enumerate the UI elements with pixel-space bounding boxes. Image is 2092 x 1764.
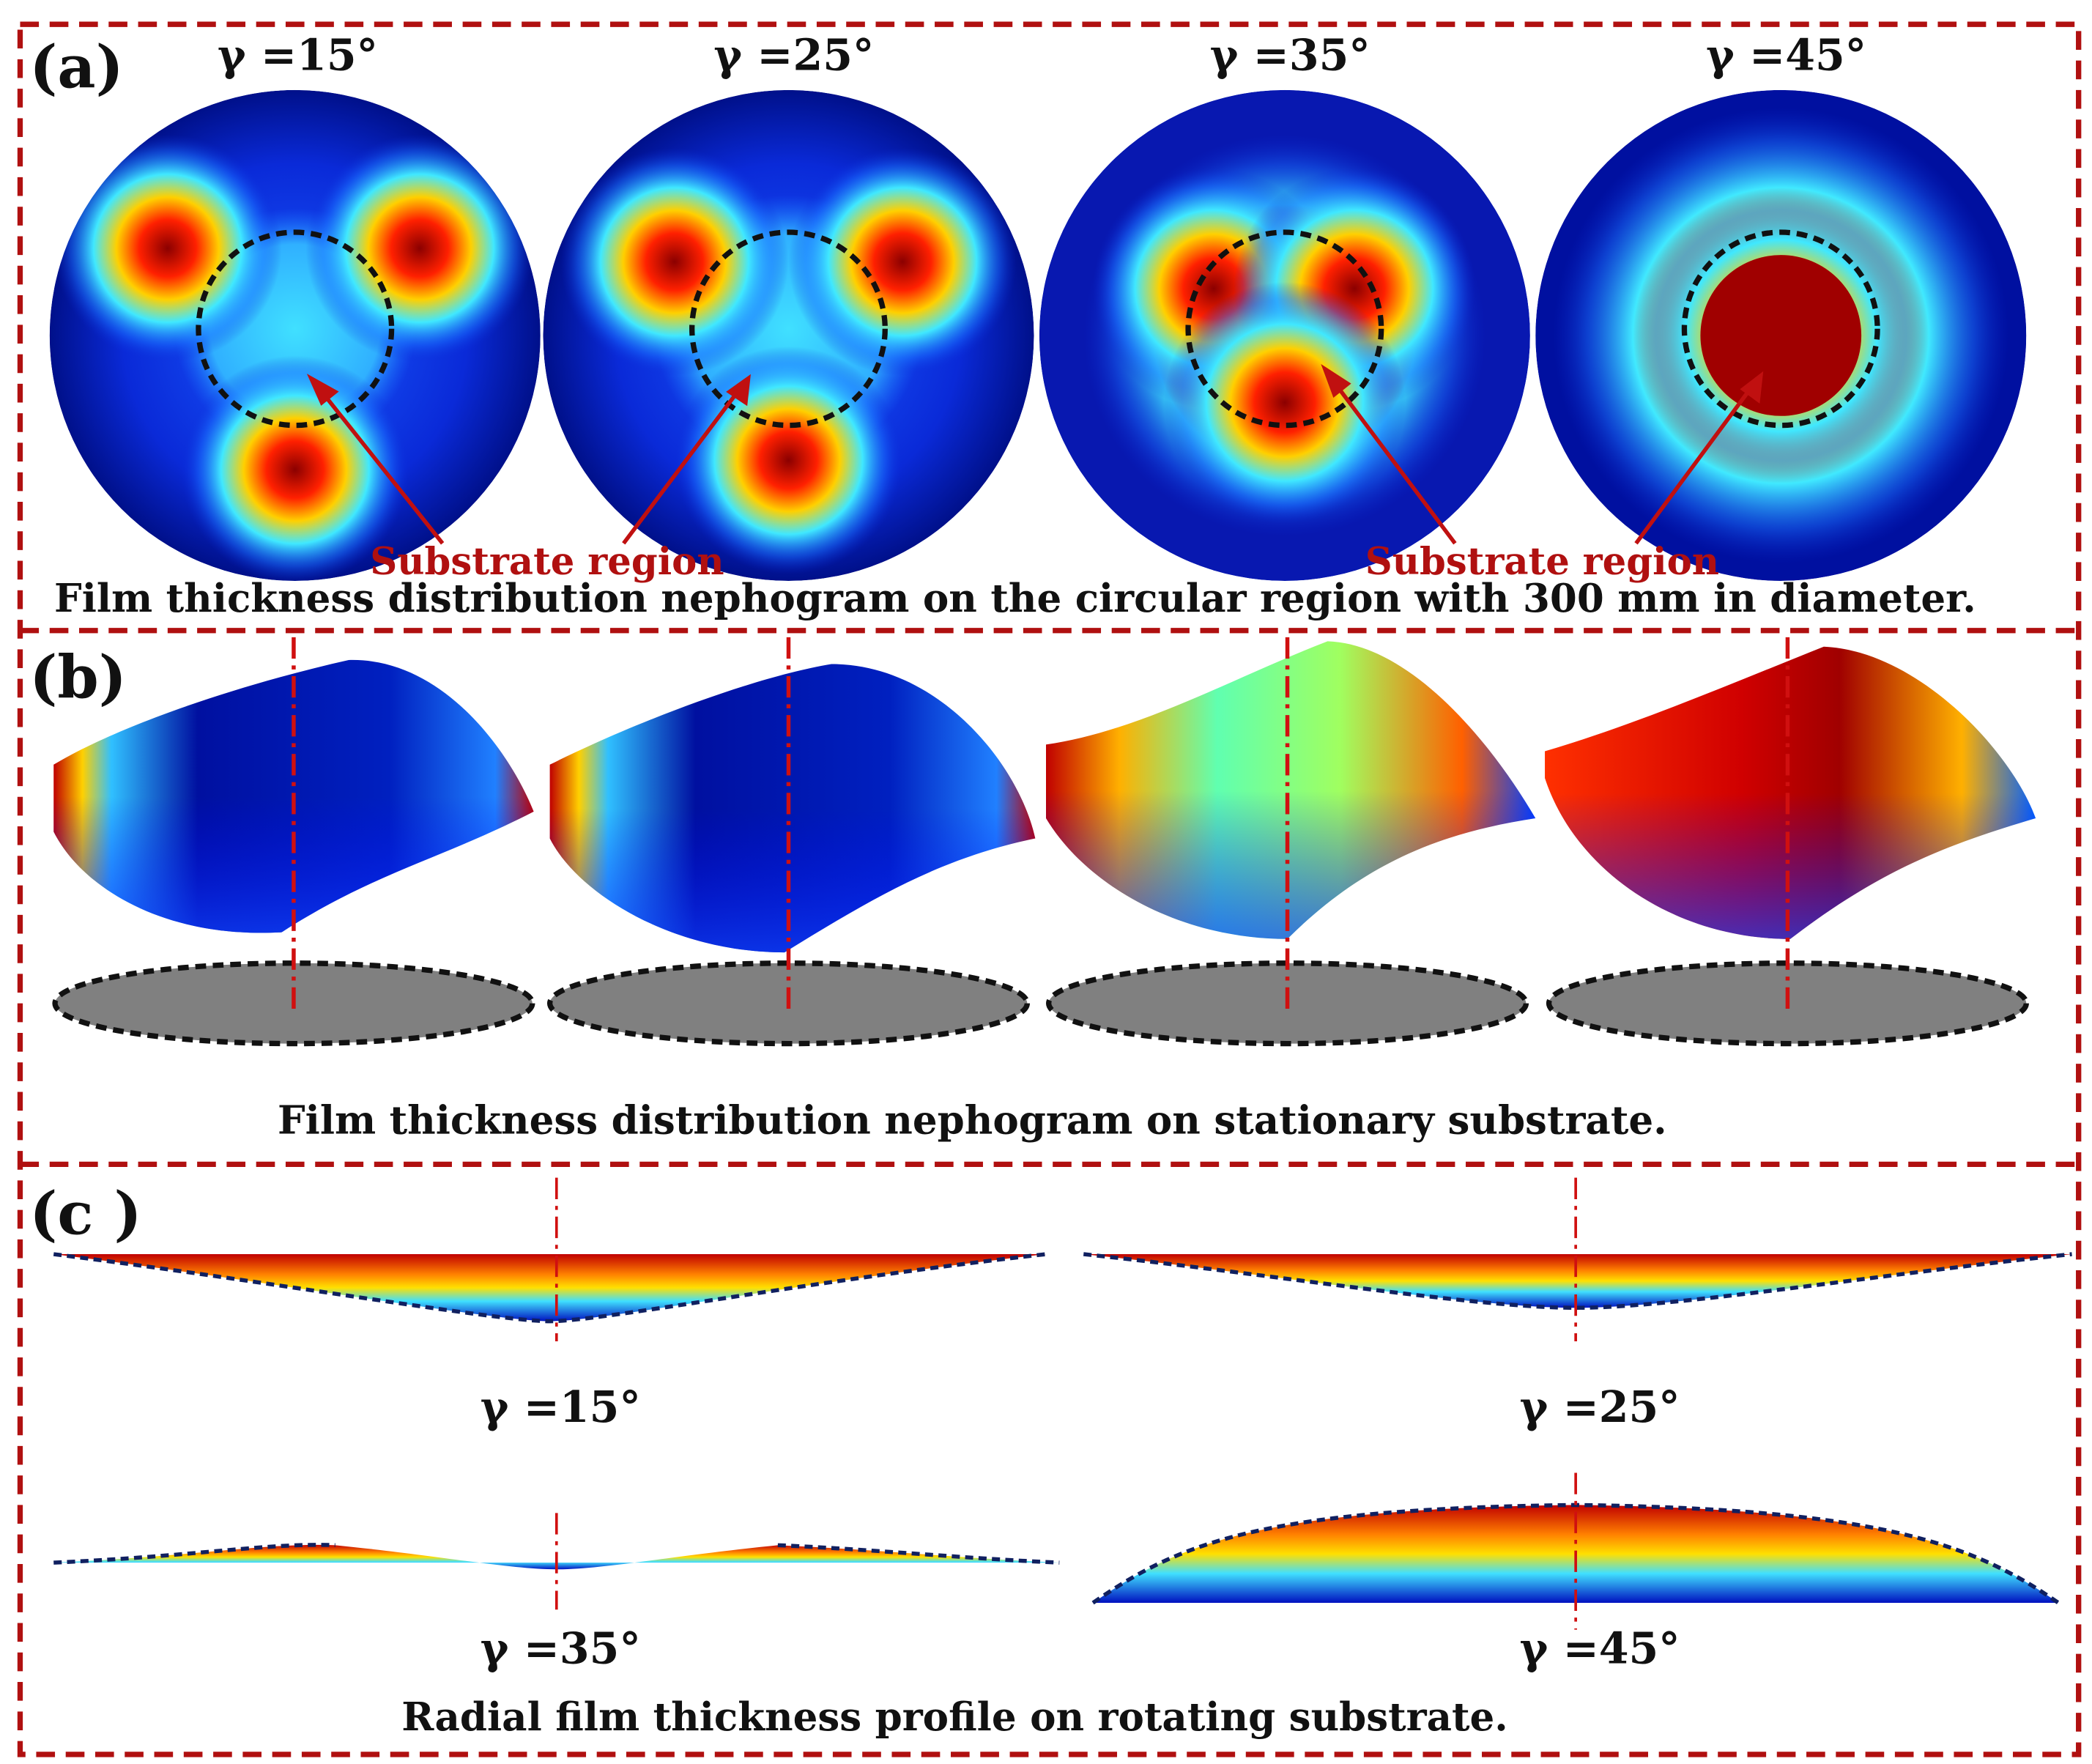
- surface-45: [1545, 646, 2036, 939]
- panel-a-label: (a): [29, 32, 123, 101]
- angle-label-35: γ =35°: [1210, 29, 1370, 80]
- profile-35: [53, 1543, 1060, 1570]
- surface-25: [549, 664, 1036, 953]
- panel-a-caption: Film thickness distribution nephogram on…: [54, 575, 1976, 621]
- nephogram-15: [49, 89, 541, 581]
- panel-borders: [17, 21, 2082, 1757]
- profile-angle-25: γ =25°: [1520, 1382, 1680, 1432]
- surface-35: [1046, 641, 1536, 939]
- angle-label-25: γ =25°: [713, 29, 874, 80]
- panel-c-label: (c ): [29, 1179, 141, 1248]
- nephogram-35: [1039, 89, 1530, 581]
- axis-lines-b: [292, 637, 1790, 1009]
- angle-label-15: γ =15°: [218, 29, 378, 80]
- profile-angle-45: γ =45°: [1520, 1623, 1680, 1673]
- panel-b-label: (b): [29, 642, 127, 711]
- stationary-substrates: [52, 960, 2029, 1047]
- angle-label-45: γ =45°: [1706, 29, 1866, 80]
- profile-angle-35: γ =35°: [481, 1623, 641, 1673]
- nephogram-25: [543, 89, 1034, 581]
- annotation-arrows: [306, 363, 1764, 545]
- panel-c-caption: Radial film thickness profile on rotatin…: [401, 1694, 1508, 1740]
- substrate-region-label-left: Substrate region: [370, 540, 724, 584]
- panel-b-caption: Film thickness distribution nephogram on…: [278, 1097, 1667, 1143]
- nephogram-45: [1535, 89, 2027, 581]
- profile-15: [53, 1252, 1047, 1324]
- axis-lines-c: [554, 1177, 1577, 1630]
- substrate-region-label-right: Substrate region: [1365, 540, 1719, 584]
- profile-25: [1083, 1252, 2072, 1311]
- profile-angle-15: γ =15°: [481, 1382, 641, 1432]
